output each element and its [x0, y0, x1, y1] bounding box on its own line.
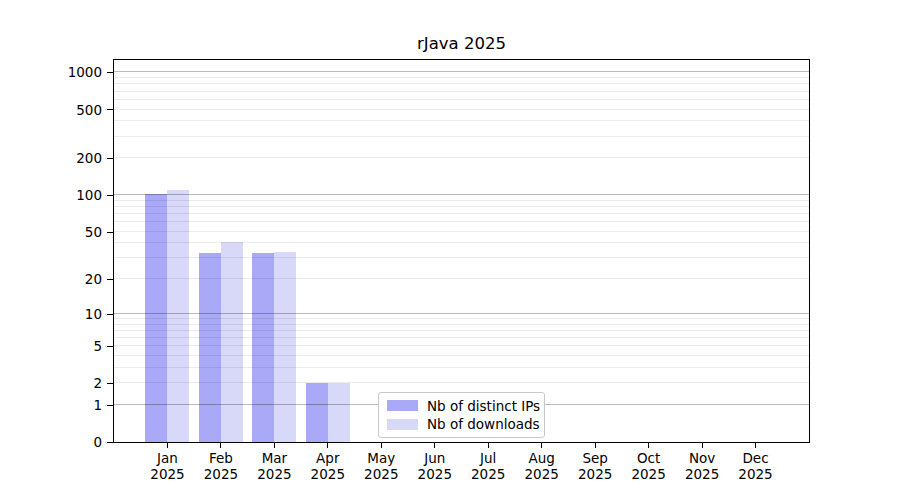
- y-tick-mark: [107, 314, 113, 315]
- x-tick-mark: [220, 443, 221, 448]
- y-tick-label: 100: [28, 187, 102, 203]
- bar-distinct-ips: [199, 253, 221, 442]
- y-tick-mark: [107, 109, 113, 110]
- y-tick-mark: [107, 72, 113, 73]
- x-tick-mark: [755, 443, 756, 448]
- x-tick-mark: [327, 443, 328, 448]
- bars-layer: [114, 60, 809, 442]
- x-tick-mark: [541, 443, 542, 448]
- legend-item-downloads: Nb of downloads: [387, 416, 536, 432]
- chart-title: rJava 2025: [113, 34, 810, 53]
- y-tick-mark: [107, 383, 113, 384]
- legend-swatch-downloads: [387, 419, 418, 430]
- x-tick-mark: [595, 443, 596, 448]
- legend: Nb of distinct IPs Nb of downloads: [378, 392, 545, 438]
- bar-downloads: [221, 242, 243, 442]
- x-tick-mark: [702, 443, 703, 448]
- y-tick-mark: [107, 405, 113, 406]
- x-tick-mark: [381, 443, 382, 448]
- plot-area: [113, 59, 810, 443]
- legend-item-distinct-ips: Nb of distinct IPs: [387, 398, 536, 414]
- y-tick-label: 5: [28, 338, 102, 354]
- y-tick-mark: [107, 346, 113, 347]
- y-tick-label: 500: [28, 102, 102, 118]
- y-tick-mark: [107, 232, 113, 233]
- y-tick-mark: [107, 279, 113, 280]
- x-tick-mark: [167, 443, 168, 448]
- legend-label: Nb of distinct IPs: [427, 398, 540, 414]
- x-tick-label: Dec2025: [724, 450, 788, 482]
- x-tick-mark: [434, 443, 435, 448]
- bar-distinct-ips: [252, 253, 274, 442]
- y-tick-label: 200: [28, 150, 102, 166]
- y-tick-label: 20: [28, 271, 102, 287]
- y-tick-label: 1: [28, 397, 102, 413]
- bar-downloads: [274, 252, 296, 442]
- legend-swatch-distinct-ips: [387, 400, 418, 411]
- chart-figure: rJava 2025 01251020501002005001000 Jan20…: [0, 0, 900, 500]
- y-tick-mark: [107, 442, 113, 443]
- y-tick-label: 50: [28, 224, 102, 240]
- y-tick-mark: [107, 195, 113, 196]
- legend-label: Nb of downloads: [427, 416, 540, 432]
- bar-downloads: [328, 383, 350, 442]
- y-tick-label: 2: [28, 375, 102, 391]
- x-tick-mark: [488, 443, 489, 448]
- y-tick-label: 0: [28, 434, 102, 450]
- bar-distinct-ips: [145, 194, 167, 442]
- x-tick-mark: [274, 443, 275, 448]
- y-tick-label: 1000: [28, 64, 102, 80]
- y-tick-mark: [107, 158, 113, 159]
- bar-distinct-ips: [306, 383, 328, 442]
- x-tick-mark: [648, 443, 649, 448]
- y-tick-label: 10: [28, 306, 102, 322]
- bar-downloads: [167, 190, 189, 442]
